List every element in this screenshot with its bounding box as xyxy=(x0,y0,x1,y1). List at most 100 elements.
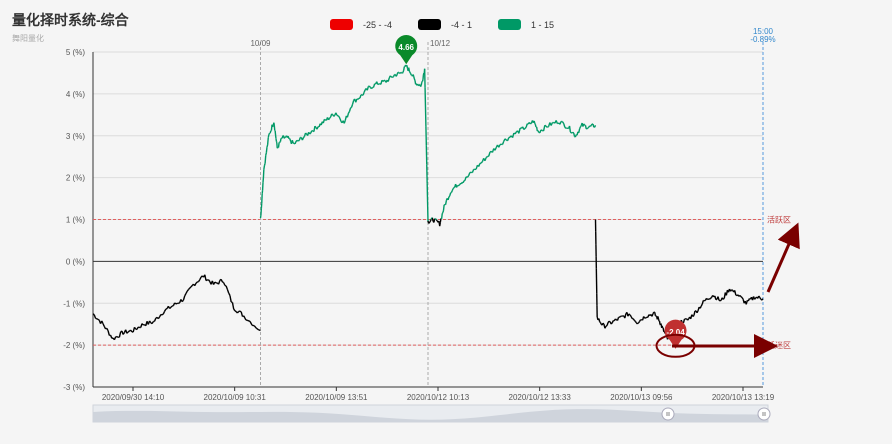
zoom-handle-right[interactable] xyxy=(757,407,771,421)
series-line-segment xyxy=(602,322,605,325)
series-line-segment xyxy=(614,318,617,321)
series-line-segment xyxy=(710,296,713,299)
series-line-segment xyxy=(590,123,593,126)
legend-swatch-red xyxy=(330,19,353,30)
series-line-segment xyxy=(412,74,415,77)
series-line-segment xyxy=(266,137,269,146)
series-line-segment xyxy=(302,135,306,139)
series-line-segment xyxy=(571,131,574,134)
series-line-segment xyxy=(204,274,207,281)
series-line-segment xyxy=(231,302,235,310)
series-line-segment xyxy=(637,321,641,324)
series-line-segment xyxy=(533,120,536,124)
series-line-segment xyxy=(453,186,456,189)
series-line-segment xyxy=(208,279,211,282)
series-line-segment xyxy=(429,219,432,222)
day-markers: 10/09 10/12 15:00-0.89% xyxy=(250,27,776,387)
series-line-segment xyxy=(296,139,299,142)
series-line-segment xyxy=(153,317,157,322)
data-zoom-slider[interactable] xyxy=(92,404,771,423)
series-lines xyxy=(92,64,764,341)
series-line-segment xyxy=(157,316,161,320)
series-line-segment xyxy=(298,137,301,141)
series-line-segment xyxy=(428,221,431,224)
x-tick-label: 2020/10/13 09:56 xyxy=(610,393,673,402)
series-line-segment xyxy=(563,123,566,128)
series-line-segment xyxy=(420,84,422,87)
series-line-segment xyxy=(441,212,444,214)
series-line-segment xyxy=(350,103,354,108)
series-line-segment xyxy=(444,200,448,205)
series-line-segment xyxy=(561,121,565,124)
series-line-segment xyxy=(277,142,280,148)
series-line-segment xyxy=(233,308,236,312)
series-line-segment xyxy=(447,196,450,201)
zoom-handle-left[interactable] xyxy=(661,407,675,421)
min-marker-label: -2.04 xyxy=(666,328,685,337)
series-line-segment xyxy=(220,278,224,283)
series-line-segment xyxy=(337,115,340,118)
series-line-segment xyxy=(467,172,471,176)
series-line-segment xyxy=(271,124,274,128)
series-line-segment xyxy=(182,295,186,301)
series-line-segment xyxy=(403,66,406,71)
series-line-segment xyxy=(599,322,602,325)
chart-subtitle: 舞阳量化 xyxy=(12,34,44,43)
series-line-segment xyxy=(266,144,269,148)
series-line-segment xyxy=(530,122,532,125)
series-line-segment xyxy=(268,132,271,135)
series-line-segment xyxy=(377,83,380,86)
series-line-segment xyxy=(501,140,505,145)
legend-item-red[interactable]: -25 - -4 xyxy=(330,19,392,30)
legend: -25 - -4 -4 - 1 1 - 15 xyxy=(330,19,580,30)
series-line-segment xyxy=(222,281,224,284)
series-line-segment xyxy=(279,138,282,142)
series-line-segment xyxy=(540,129,543,132)
series-line-segment xyxy=(269,130,272,134)
series-line-segment xyxy=(506,137,510,141)
series-line-segment xyxy=(498,144,501,148)
series-line-segment xyxy=(478,163,481,167)
series-line-segment xyxy=(359,94,362,99)
series-line-segment xyxy=(579,125,582,128)
series-line-segment xyxy=(267,134,270,138)
legend-item-black[interactable]: -4 - 1 xyxy=(418,19,472,30)
series-line-segment xyxy=(362,91,365,96)
series-line-segment xyxy=(693,310,696,316)
series-line-segment xyxy=(624,313,627,319)
series-line-segment xyxy=(224,284,227,287)
series-line-segment xyxy=(165,307,168,310)
x-tick-label: 2020/10/09 10:31 xyxy=(204,393,267,402)
series-line-segment xyxy=(97,318,100,321)
series-line-segment xyxy=(389,75,392,78)
series-line-segment xyxy=(195,281,198,284)
series-line-segment xyxy=(484,157,487,162)
series-line-segment xyxy=(174,302,177,305)
series-line-segment xyxy=(610,322,613,325)
arrow-to-active-zone xyxy=(766,222,800,293)
series-line-segment xyxy=(735,294,738,297)
series-line-segment xyxy=(741,297,744,300)
series-line-segment xyxy=(356,98,359,101)
series-line-segment xyxy=(133,326,137,330)
y-tick-label: 2 (%) xyxy=(66,174,85,183)
series-line-segment xyxy=(263,165,266,170)
series-line-segment xyxy=(258,329,261,332)
series-line-segment xyxy=(333,114,336,117)
series-line-segment xyxy=(633,319,636,322)
series-line-segment xyxy=(368,85,371,88)
series-line-segment xyxy=(391,76,394,78)
series-line-segment xyxy=(226,289,230,294)
series-line-segment xyxy=(350,106,353,109)
series-line-segment xyxy=(310,130,313,134)
series-line-segment xyxy=(329,116,332,119)
series-line-segment xyxy=(234,310,237,313)
day-marker-label: 10/12 xyxy=(430,39,451,48)
series-line-segment xyxy=(651,313,654,317)
series-line-segment xyxy=(416,83,419,86)
series-line-segment xyxy=(632,318,635,321)
legend-item-green[interactable]: 1 - 15 xyxy=(498,19,554,30)
series-line-segment xyxy=(740,296,743,299)
series-line-segment xyxy=(583,123,586,126)
series-line-segment xyxy=(243,315,247,321)
